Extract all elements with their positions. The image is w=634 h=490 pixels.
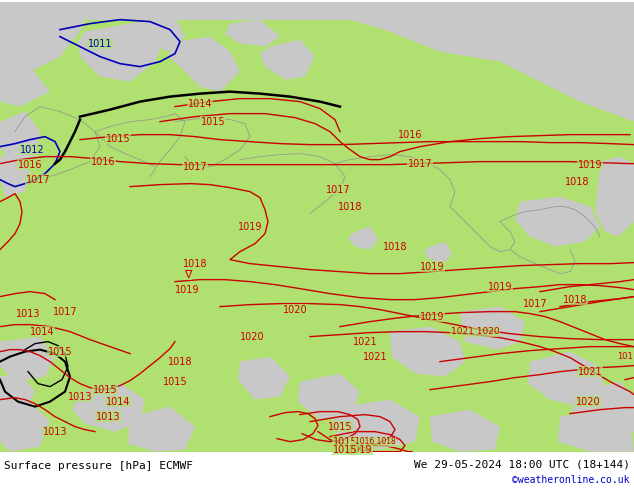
Polygon shape [430, 410, 500, 452]
Polygon shape [225, 20, 280, 47]
Polygon shape [515, 196, 600, 246]
Text: 1016: 1016 [18, 160, 42, 170]
Text: 1017: 1017 [26, 174, 50, 185]
Text: 1017: 1017 [53, 307, 77, 317]
Text: Surface pressure [hPa] ECMWF: Surface pressure [hPa] ECMWF [4, 461, 193, 471]
Text: 1021: 1021 [353, 337, 377, 346]
Text: 1013: 1013 [96, 412, 120, 421]
Polygon shape [390, 327, 465, 377]
Text: 1015: 1015 [48, 346, 72, 357]
Text: 1015: 1015 [93, 385, 117, 394]
Text: We 29-05-2024 18:00 UTC (18+144): We 29-05-2024 18:00 UTC (18+144) [414, 459, 630, 469]
Text: 1021: 1021 [578, 367, 602, 377]
Polygon shape [0, 402, 50, 452]
Polygon shape [330, 400, 420, 450]
Text: 1016: 1016 [91, 157, 115, 167]
Text: 1016 1018: 1016 1018 [354, 437, 396, 446]
Text: 1020: 1020 [576, 396, 600, 407]
Text: 1013: 1013 [68, 392, 93, 402]
Polygon shape [140, 17, 185, 51]
Text: 1021: 1021 [363, 352, 387, 362]
Text: 1015: 1015 [163, 377, 187, 387]
Polygon shape [460, 307, 525, 350]
Text: 1014: 1014 [106, 396, 130, 407]
Polygon shape [72, 384, 145, 432]
Text: 1013: 1013 [42, 427, 67, 437]
Polygon shape [238, 357, 290, 400]
Polygon shape [0, 1, 634, 20]
Text: 1020: 1020 [283, 305, 307, 315]
Polygon shape [78, 22, 165, 82]
Text: 1018: 1018 [168, 357, 192, 367]
Text: 1012: 1012 [20, 145, 44, 155]
Text: ∇: ∇ [184, 270, 191, 280]
Polygon shape [595, 157, 634, 237]
Polygon shape [0, 1, 90, 72]
Text: 1015: 1015 [201, 117, 225, 126]
Polygon shape [260, 40, 315, 80]
Polygon shape [0, 112, 40, 162]
Text: 1020: 1020 [240, 332, 264, 342]
Text: 1013: 1013 [16, 309, 40, 318]
Text: 1014: 1014 [30, 327, 55, 337]
Polygon shape [348, 226, 378, 249]
Text: 1019: 1019 [420, 262, 444, 271]
Text: 1019: 1019 [420, 312, 444, 321]
Text: 1018: 1018 [565, 176, 589, 187]
Text: 1015: 1015 [328, 421, 353, 432]
Text: 1018: 1018 [563, 294, 587, 305]
Text: 1019: 1019 [488, 282, 512, 292]
Polygon shape [168, 37, 240, 92]
Text: 1015: 1015 [106, 134, 131, 144]
Text: 1017: 1017 [326, 185, 351, 195]
Text: 1018: 1018 [338, 201, 362, 212]
Polygon shape [424, 242, 452, 264]
Text: ©weatheronline.co.uk: ©weatheronline.co.uk [512, 475, 630, 485]
Text: 1019: 1019 [348, 444, 372, 455]
Polygon shape [310, 1, 634, 122]
Polygon shape [558, 410, 634, 452]
Polygon shape [298, 373, 360, 419]
Text: 1015: 1015 [333, 437, 358, 446]
Text: 1017: 1017 [522, 298, 547, 309]
Text: 1014: 1014 [188, 98, 212, 109]
Polygon shape [0, 337, 55, 382]
Text: 1018: 1018 [183, 259, 207, 269]
Polygon shape [0, 57, 50, 107]
Polygon shape [0, 373, 35, 412]
Text: 1019: 1019 [238, 221, 262, 232]
Text: 1016: 1016 [398, 130, 422, 140]
Text: 1011: 1011 [87, 39, 112, 49]
Polygon shape [528, 352, 605, 407]
Text: 1018: 1018 [383, 242, 407, 252]
Text: 1017: 1017 [408, 159, 432, 169]
Polygon shape [0, 154, 30, 196]
Text: 1019: 1019 [578, 160, 602, 170]
Polygon shape [128, 407, 195, 452]
Text: 1021 1020: 1021 1020 [451, 327, 500, 336]
Text: 1015: 1015 [333, 444, 358, 455]
Text: 101: 101 [617, 352, 633, 361]
Polygon shape [572, 382, 634, 440]
Text: 1019: 1019 [175, 285, 199, 294]
Text: 1017: 1017 [183, 162, 207, 172]
